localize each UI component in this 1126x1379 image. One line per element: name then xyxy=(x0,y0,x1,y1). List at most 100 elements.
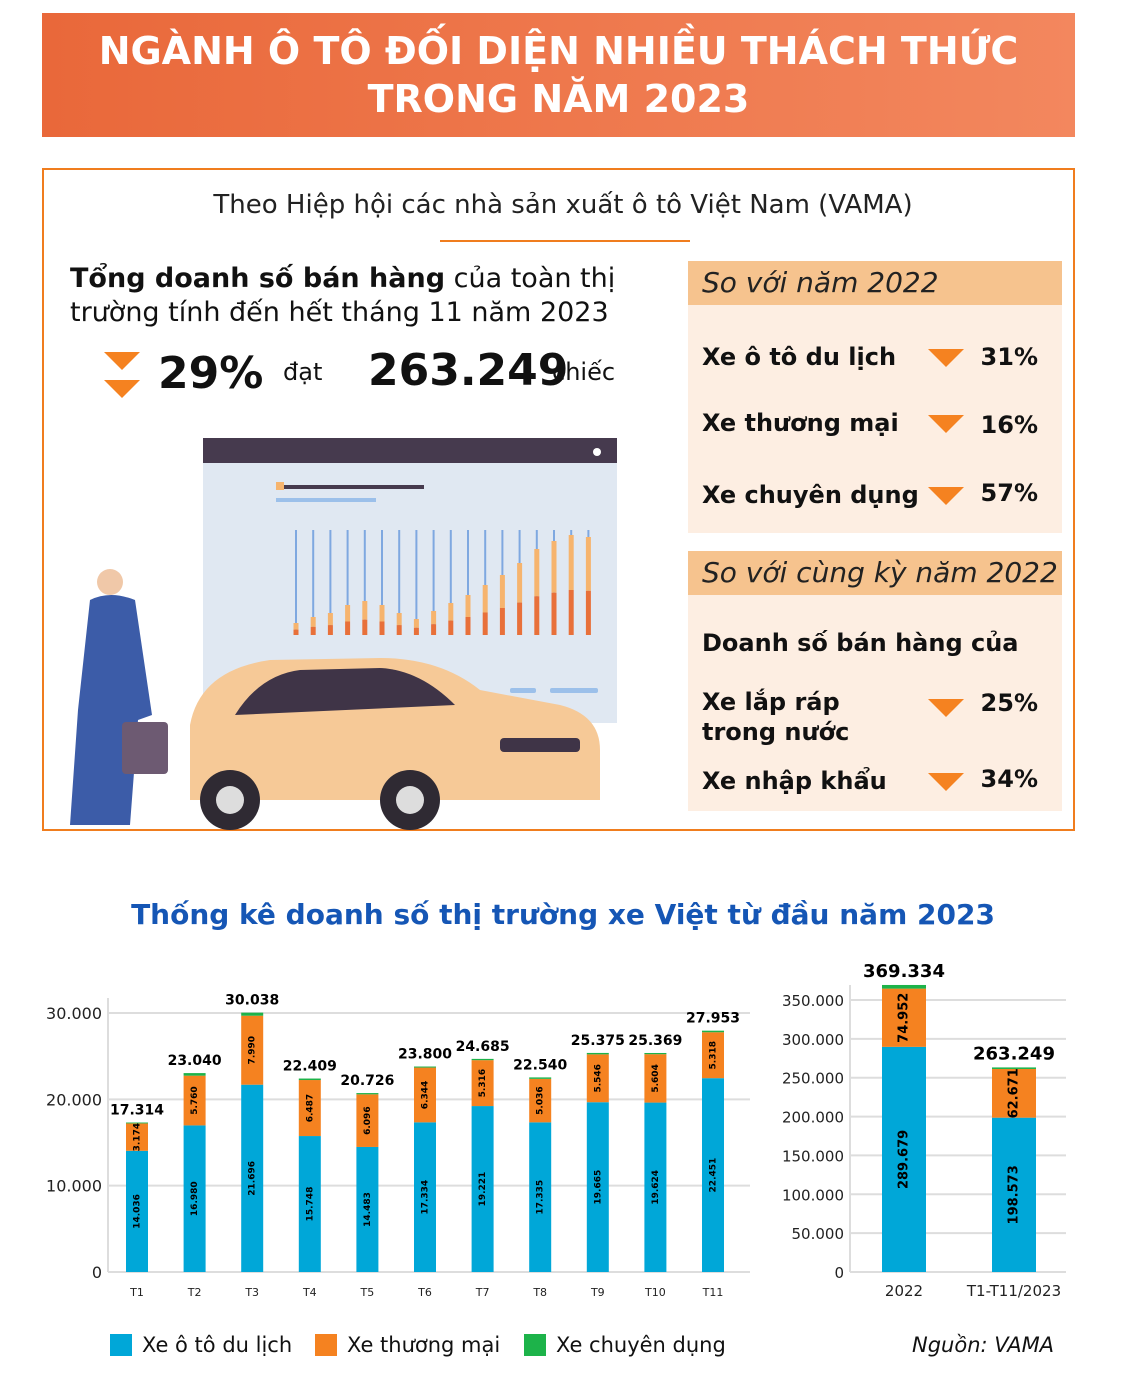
total-label: 24.685 xyxy=(456,1039,510,1055)
mini-bar xyxy=(310,617,316,627)
bar-passenger xyxy=(183,1125,206,1272)
mini-bar xyxy=(327,613,333,626)
mini-bar xyxy=(396,625,402,635)
total-label: 263.249 xyxy=(973,1043,1055,1064)
y-tick-label: 300.000 xyxy=(782,1031,844,1049)
total-label: 30.038 xyxy=(225,993,279,1009)
bar-commercial xyxy=(644,1054,667,1103)
x-tick-label: T8 xyxy=(532,1286,547,1299)
x-tick-label: T2 xyxy=(187,1286,202,1299)
total-label: 22.540 xyxy=(513,1057,567,1073)
x-tick-label: T4 xyxy=(302,1286,317,1299)
mini-bar xyxy=(345,605,351,622)
mini-bar xyxy=(293,623,299,630)
mini-bar xyxy=(465,595,471,617)
bar-special xyxy=(882,984,926,989)
bar-special xyxy=(471,1058,494,1061)
row-label: Xe ô tô du lịch xyxy=(702,343,897,371)
car-window xyxy=(235,668,455,715)
row-label: Xe chuyên dụng xyxy=(702,481,919,509)
bar-commercial xyxy=(586,1054,609,1103)
data-label: 17.335 xyxy=(536,1180,546,1215)
bar-passenger xyxy=(644,1102,667,1272)
total-label: 20.726 xyxy=(340,1073,394,1089)
bar-passenger xyxy=(126,1150,148,1272)
decline-percent: 29% xyxy=(158,348,264,399)
lead-bold: Tổng doanh số bán hàng xyxy=(70,263,446,294)
mini-bar xyxy=(310,626,316,635)
x-tick-label: T1 xyxy=(129,1286,144,1299)
bar-special xyxy=(414,1066,436,1068)
y-tick-label: 200.000 xyxy=(782,1109,844,1127)
screen-titlebar xyxy=(203,438,617,463)
bar-special xyxy=(298,1078,321,1081)
mini-bar xyxy=(345,621,351,635)
screen-pill xyxy=(510,688,536,693)
total-label: 25.375 xyxy=(571,1033,625,1049)
row-label: Xe thương mại xyxy=(702,409,899,437)
legend-label: Xe thương mại xyxy=(347,1333,501,1357)
title-line-1: NGÀNH Ô TÔ ĐỐI DIỆN NHIỀU THÁCH THỨC xyxy=(98,29,1019,73)
down-arrow-icon xyxy=(928,699,964,717)
mini-bar xyxy=(431,611,437,625)
y-tick-label: 30.000 xyxy=(46,1004,102,1023)
bar-passenger xyxy=(882,1046,926,1272)
person-head xyxy=(97,569,123,595)
row-value: 57% xyxy=(980,479,1038,507)
mini-bar xyxy=(448,603,454,621)
mini-bar xyxy=(379,621,385,635)
data-label: 19.624 xyxy=(651,1170,661,1205)
bar-commercial xyxy=(298,1080,321,1137)
row-value: 34% xyxy=(980,765,1038,793)
data-label: 5.760 xyxy=(190,1086,200,1114)
bar-commercial xyxy=(992,1068,1036,1118)
bar-special xyxy=(529,1077,552,1079)
bar-passenger xyxy=(356,1146,379,1272)
bar-passenger xyxy=(586,1102,609,1272)
mini-bar xyxy=(362,601,368,620)
down-arrow-icon xyxy=(928,415,964,433)
panel-intro: Doanh số bán hàng của xyxy=(702,629,1019,657)
total-sales: 263.249 xyxy=(368,345,569,396)
row-value: 16% xyxy=(980,411,1038,439)
total-label: 17.314 xyxy=(110,1103,164,1119)
bar-passenger xyxy=(471,1106,494,1272)
window-dot-icon xyxy=(593,448,601,456)
summary-box xyxy=(42,168,1075,831)
row-label: Xe lắp ráp trong nước xyxy=(702,688,850,746)
bar-special xyxy=(241,1012,264,1016)
title-line-2: TRONG NĂM 2023 xyxy=(367,77,750,121)
bar-commercial xyxy=(356,1094,379,1147)
x-tick-label: T7 xyxy=(475,1286,490,1299)
total-label: 25.369 xyxy=(628,1033,682,1049)
bar-commercial xyxy=(882,988,926,1047)
bar-special xyxy=(356,1093,379,1095)
divider xyxy=(440,240,690,242)
bar-special xyxy=(992,1067,1036,1069)
legend-square xyxy=(276,482,284,490)
y-tick-label: 100.000 xyxy=(782,1186,844,1204)
mini-bar xyxy=(499,608,505,635)
mini-bar xyxy=(499,575,505,608)
total-label: 23.800 xyxy=(398,1047,452,1063)
bar-commercial xyxy=(241,1015,264,1085)
x-tick-label: T10 xyxy=(644,1286,666,1299)
down-arrow-icon xyxy=(928,349,964,367)
mini-bar-chart xyxy=(293,530,591,635)
legend-label: Xe chuyên dụng xyxy=(556,1333,726,1357)
mini-bar xyxy=(534,596,540,635)
bar-commercial xyxy=(702,1032,724,1079)
bar-commercial xyxy=(529,1078,552,1123)
data-label: 74.952 xyxy=(897,993,912,1043)
bar-passenger xyxy=(529,1122,552,1272)
x-tick-label: T6 xyxy=(417,1286,432,1299)
lead-rest: của toàn thị trường tính đến hết tháng 1… xyxy=(70,263,616,328)
y-tick-label: 10.000 xyxy=(46,1177,102,1196)
data-label: 16.980 xyxy=(190,1181,200,1216)
y-tick-label: 150.000 xyxy=(782,1147,844,1165)
data-label: 19.221 xyxy=(478,1172,488,1207)
mini-bar xyxy=(517,563,523,603)
panel-title: So với năm 2022 xyxy=(688,261,1062,305)
mini-bar xyxy=(585,537,591,591)
bar-commercial xyxy=(126,1123,148,1151)
